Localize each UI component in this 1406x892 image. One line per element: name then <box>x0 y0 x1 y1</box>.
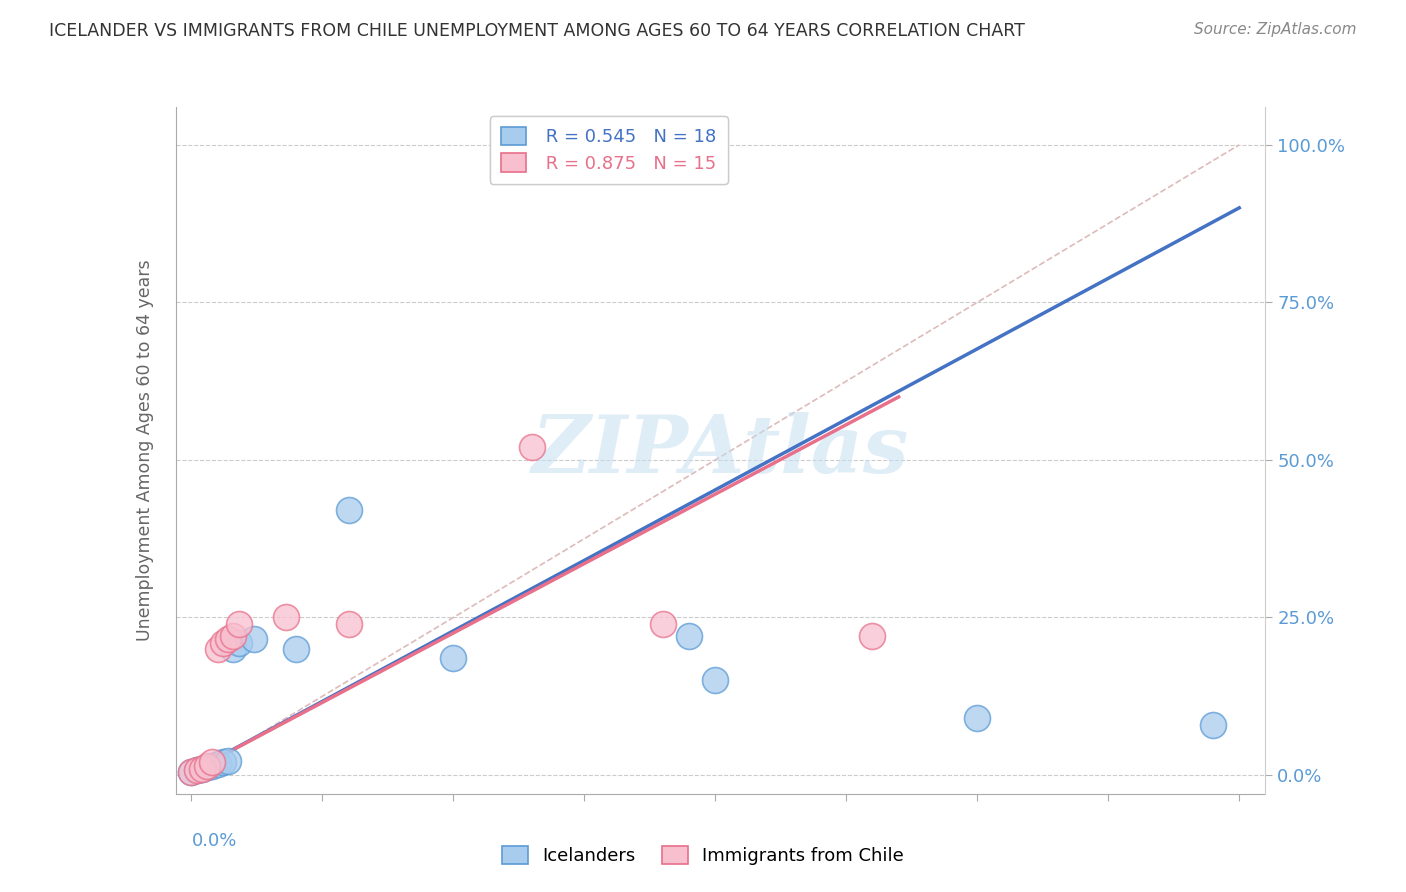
Y-axis label: Unemployment Among Ages 60 to 64 years: Unemployment Among Ages 60 to 64 years <box>136 260 155 641</box>
Point <box>228 616 250 631</box>
Text: Source: ZipAtlas.com: Source: ZipAtlas.com <box>1194 22 1357 37</box>
Text: ICELANDER VS IMMIGRANTS FROM CHILE UNEMPLOYMENT AMONG AGES 60 TO 64 YEARS CORREL: ICELANDER VS IMMIGRANTS FROM CHILE UNEMP… <box>49 22 1025 40</box>
Point <box>228 635 250 649</box>
Point <box>652 616 675 631</box>
Point <box>180 764 202 779</box>
Point <box>337 616 360 631</box>
Point <box>441 651 464 665</box>
Point <box>180 764 202 779</box>
Point <box>217 632 239 647</box>
Point <box>704 673 727 688</box>
Point <box>195 758 218 772</box>
Point <box>201 756 224 770</box>
Point <box>212 635 235 649</box>
Point <box>274 610 297 624</box>
Point <box>191 762 214 776</box>
Point <box>520 440 543 454</box>
Point <box>195 760 218 774</box>
Point <box>285 642 308 657</box>
Point <box>222 642 245 657</box>
Point <box>186 763 208 777</box>
Point <box>191 762 214 776</box>
Text: ZIPAtlas: ZIPAtlas <box>531 412 910 489</box>
Point <box>243 632 266 647</box>
Point <box>966 711 988 725</box>
Legend:  R = 0.545   N = 18,  R = 0.875   N = 15: R = 0.545 N = 18, R = 0.875 N = 15 <box>489 116 727 184</box>
Point <box>222 629 245 643</box>
Point <box>862 629 884 643</box>
Point <box>1202 717 1225 731</box>
Legend: Icelanders, Immigrants from Chile: Icelanders, Immigrants from Chile <box>495 838 911 872</box>
Point <box>337 503 360 517</box>
Point <box>678 629 700 643</box>
Point <box>201 758 224 772</box>
Text: 0.0%: 0.0% <box>191 831 236 850</box>
Point <box>186 763 208 777</box>
Point <box>207 642 229 657</box>
Point <box>212 756 235 770</box>
Point <box>207 756 229 771</box>
Point <box>217 754 239 768</box>
